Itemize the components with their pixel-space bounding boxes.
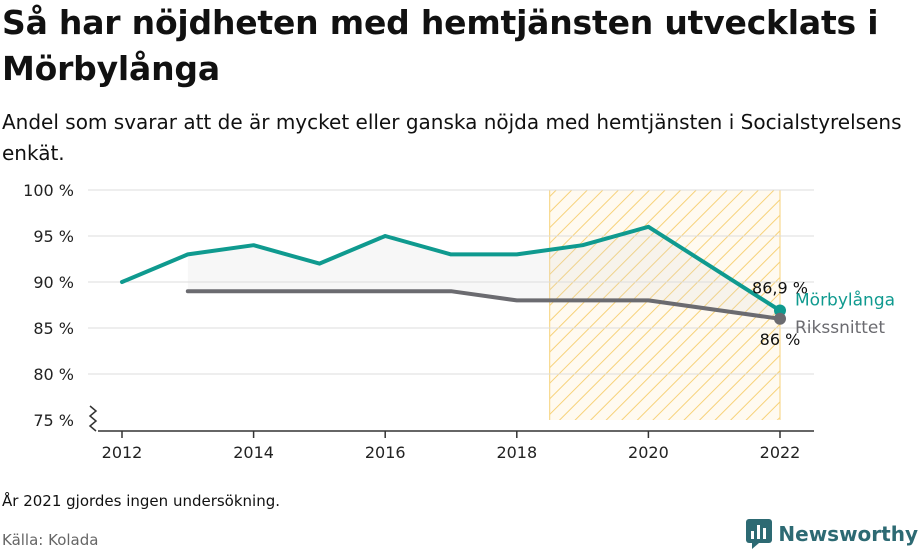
series-value-label: 86 % xyxy=(760,330,801,349)
series-line-2 xyxy=(185,289,782,321)
series-line-1 xyxy=(120,224,782,313)
source-text: Källa: Kolada xyxy=(2,531,99,549)
brand-logo: Newsworthy xyxy=(746,518,918,550)
y-tick-label: 80 % xyxy=(33,365,74,384)
series-gap-area xyxy=(187,226,781,319)
highlight-area xyxy=(549,190,780,420)
line-chart: 100 % 95 % 90 % 85 % 80 % 75 % 2012 2014 2016 201… xyxy=(23,181,895,462)
y-tick-label: 95 % xyxy=(33,227,74,246)
y-tick-label: 100 % xyxy=(23,181,74,200)
y-tick-label: 75 % xyxy=(33,411,74,430)
axis-break-icon xyxy=(88,405,98,432)
series-name-label: Mörbylånga xyxy=(795,290,895,311)
y-tick-label: 90 % xyxy=(33,273,74,292)
chart-subtitle: Andel som svarar att de är mycket eller … xyxy=(2,110,902,165)
newsworthy-logo-icon xyxy=(746,519,773,549)
series-end-point-2 xyxy=(774,312,786,325)
chart-title: Så har nöjdheten med hemtjänsten utveckl… xyxy=(2,3,879,88)
x-tick-label: 2022 xyxy=(760,443,801,462)
series-name-label: Rikssnittet xyxy=(795,318,885,338)
x-tick-label: 2020 xyxy=(628,443,669,462)
x-tick-label: 2018 xyxy=(496,443,537,462)
brand-name: Newsworthy xyxy=(778,522,918,546)
x-tick-label: 2014 xyxy=(233,443,274,462)
footnote: År 2021 gjordes ingen undersökning. xyxy=(2,492,281,510)
series-value-label: 86,9 % xyxy=(752,279,808,298)
series-end-point-1 xyxy=(774,304,786,317)
y-tick-label: 85 % xyxy=(33,319,74,338)
x-tick-label: 2016 xyxy=(365,443,406,462)
x-tick-label: 2012 xyxy=(102,443,143,462)
